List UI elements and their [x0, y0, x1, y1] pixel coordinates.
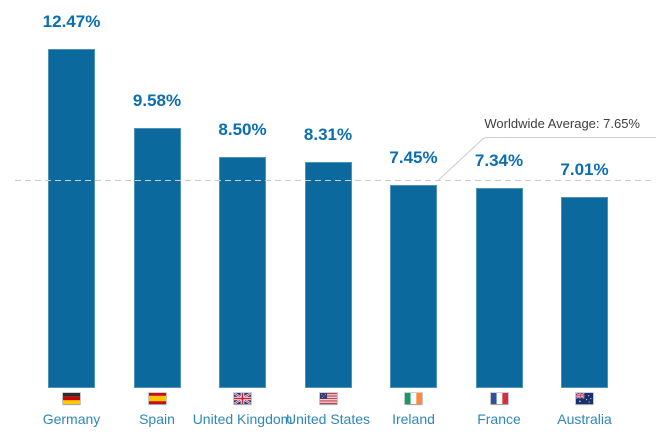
- category-label-united-states: United States: [285, 411, 371, 427]
- flag-ireland-icon: [405, 393, 422, 404]
- bar-united-states[interactable]: [304, 162, 352, 388]
- category-label-australia: Australia: [557, 411, 612, 427]
- category-label-ireland: Ireland: [392, 411, 435, 427]
- value-label-australia: 7.01%: [560, 160, 609, 179]
- bar-france[interactable]: [475, 188, 523, 388]
- flag-australia-icon: [576, 393, 593, 404]
- bar-spain[interactable]: [133, 128, 181, 388]
- value-label-ireland: 7.45%: [389, 148, 438, 167]
- bar-australia[interactable]: [561, 197, 608, 388]
- category-label-germany: Germany: [42, 411, 101, 427]
- flag-spain-icon: [148, 393, 166, 404]
- bar-united-kingdom[interactable]: [219, 157, 266, 388]
- category-label-france: France: [477, 411, 521, 427]
- value-label-spain: 9.58%: [132, 91, 182, 110]
- flag-united-states-icon: [319, 393, 337, 404]
- category-label-spain: Spain: [139, 411, 175, 427]
- flag-france-icon: [490, 393, 508, 404]
- flag-united-kingdom-icon: [234, 393, 251, 404]
- value-label-germany: 12.47%: [42, 12, 101, 31]
- value-label-united-kingdom: 8.50%: [218, 120, 267, 139]
- category-label-united-kingdom: United Kingdom: [192, 411, 293, 427]
- bar-ireland[interactable]: [390, 185, 437, 388]
- value-label-united-states: 8.31%: [303, 125, 353, 144]
- worldwide-average-label: Worldwide Average: 7.65%: [484, 116, 640, 131]
- bar-germany[interactable]: [48, 49, 95, 388]
- flag-germany-icon: [63, 393, 80, 404]
